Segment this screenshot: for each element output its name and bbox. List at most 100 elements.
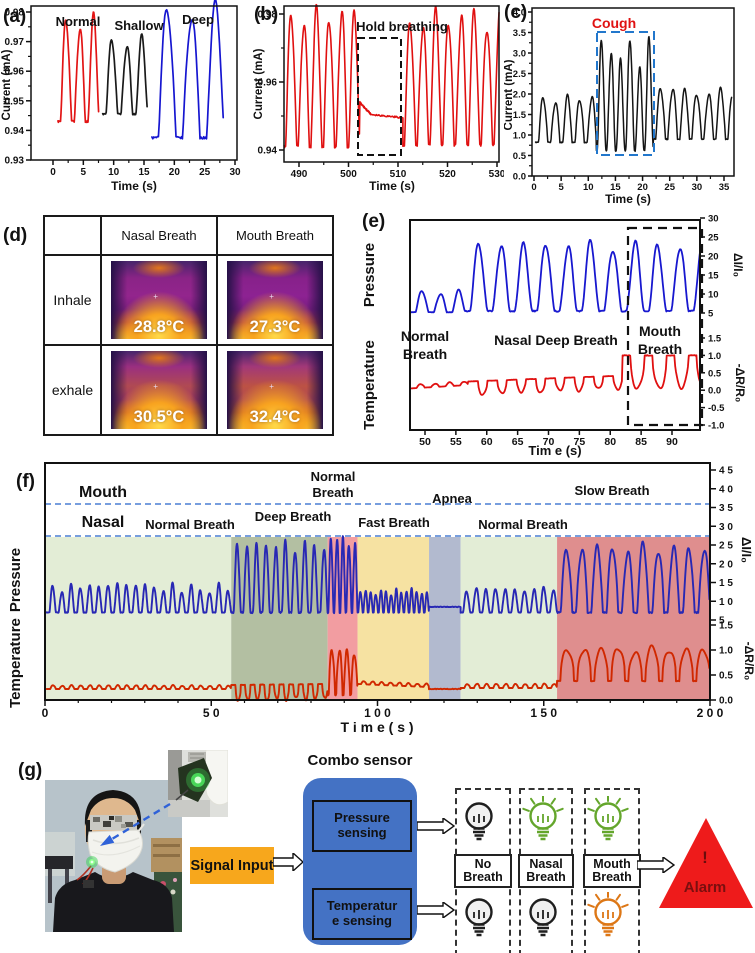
y-tick-label: 0.93 [5,156,25,167]
temperature-bulb-off-icon [529,898,557,937]
row-header-inhale: Inhale [43,254,102,346]
panel-tag: (a) [3,6,26,27]
annotation: Mouth [639,323,681,339]
x-tick-label: 75 [574,436,586,448]
x-tick-label: 0 [42,706,49,720]
y-tick-label: 3.5 [513,28,527,39]
region-shade [231,537,328,699]
thermal-cell: + 27.3°C [216,254,334,346]
row-header-exhale: exhale [43,344,102,436]
x-tick-label: 0 [531,182,536,193]
y-tick-label: 3 0 [719,522,733,533]
panel-d-tag: (d) [3,225,28,246]
temperature-signal [409,354,701,396]
crosshair-marker: + [269,292,274,302]
alarm-label: Alarm [683,879,727,896]
shallow-breath [101,33,148,116]
y-tick-label: 0.0 [708,386,721,397]
crosshair-marker: + [153,292,158,302]
signal-input-box: Signal Input [190,847,274,884]
temperature-reading: 32.4°C [249,408,301,426]
x-tick-label: 10 [583,182,594,193]
y-tick-label: 2 5 [719,541,733,552]
panel-a-current-chart: 0 5 10 15 20 25 30 0.93 0.94 0.95 0.96 0.97 0.98 Time… [1,0,241,193]
y-tick-label: 4 0 [719,484,733,495]
x-tick-label: 20 [169,167,181,178]
panel-tag: (f) [16,471,35,492]
axis-label: ΔI/I₀ [739,537,754,563]
y-tick-label: 0.94 [5,126,25,137]
temperature-reading: 27.3°C [249,318,301,336]
y-axis-label: Current (mA) [253,48,265,119]
sensor-closeup-photo [168,750,228,817]
axis-label: Pressure [7,548,24,612]
temperature-bulb-orange-icon [587,892,629,937]
x-tick-label: 25 [664,182,675,193]
annotation: Breath [312,485,353,500]
panel-b-hold-breathing-chart: 490 500 510 520 530 0.94 0.96 0.98 Time (s) Curre… [253,3,504,193]
y-tick-label: 25 [708,233,719,244]
annotation: Nasal [82,514,125,531]
temperature-bulb-off-icon [465,898,493,937]
y-tick-label: 0.0 [719,696,733,707]
pressure-sensing-box: Pressure sensing [312,800,412,852]
mask-wearer-photo [45,780,182,932]
plot-frame [531,7,735,177]
region-shade [460,537,558,699]
plot-frame [283,5,500,163]
y-tick-label: 1.5 [719,621,733,632]
pressure-signal [45,535,711,615]
panel-e-pressure-temperature-chart: 50 55 60 65 70 75 80 85 90 30 25 20 15 10 5 1.5 1.0 0.5 0.… [361,211,747,458]
highlight-dashed-box [596,31,655,156]
x-tick-label: 1 0 0 [364,706,391,720]
x-axis-label: T i m e ( s ) [340,719,413,735]
y-tick-label: 2.5 [513,69,527,80]
x-tick-label: 80 [604,436,616,448]
x-tick-label: 530 [489,169,504,180]
annotation: Hold breathing [356,19,448,34]
table-corner-cell [43,215,102,256]
y-tick-label: 0.97 [5,37,25,48]
alarm-exclamation: ! [702,848,708,867]
thermal-cell: + 30.5°C [100,344,218,436]
y-tick-label: -1.0 [708,421,724,432]
annotation: Mouth [79,484,127,501]
annotation: Breath [403,346,447,362]
thermal-cell: + 28.8°C [100,254,218,346]
y-tick-label: 15 [708,271,719,282]
region-shade [429,537,461,699]
y-tick-label: 2 0 [719,559,733,570]
region-shade [557,537,710,699]
plot-frame [30,5,238,161]
y-tick-label: 0.5 [513,151,527,162]
region-shade [45,537,232,699]
x-tick-label: 20 [637,182,648,193]
breathing-with-hold [283,3,500,149]
annotation: Normal [56,14,101,29]
plot-frame [409,219,701,431]
thermal-image-mouth-inhale: + 27.3°C [227,261,323,339]
x-tick-label: 85 [635,436,647,448]
axis-label: Pressure [361,243,378,307]
x-tick-label: 50 [419,436,431,448]
y-tick-label: 0.94 [258,146,278,157]
x-tick-label: 10 [108,167,120,178]
y-tick-label: 1.5 [708,334,722,345]
y-tick-label: 1.0 [708,351,721,362]
temperature-reading: 28.8°C [133,318,185,336]
pressure-bulb-green-icon [587,796,629,841]
deep-breath [151,0,225,140]
x-tick-label: 520 [439,169,456,180]
y-tick-label: 1.0 [719,646,733,657]
arrow-right-icon [637,857,675,873]
annotation: Normal Breath [145,517,235,532]
breathing-with-cough [534,35,733,153]
axis-label: Temperature [7,618,24,708]
panel-f-breath-modes-chart: 0 5 0 1 0 0 1 5 0 2 0 0 4 5 4 0 3 5 3 0 2 5 2 0 1 5… [7,462,755,735]
x-tick-label: 30 [229,167,241,178]
thermal-image-mouth-exhale: + 32.4°C [227,351,323,429]
x-axis-label: Time (s) [111,179,157,193]
indicator-column-3: Mouth Breath [583,788,641,953]
y-tick-label: 0.98 [258,10,278,21]
x-tick-label: 55 [450,436,462,448]
